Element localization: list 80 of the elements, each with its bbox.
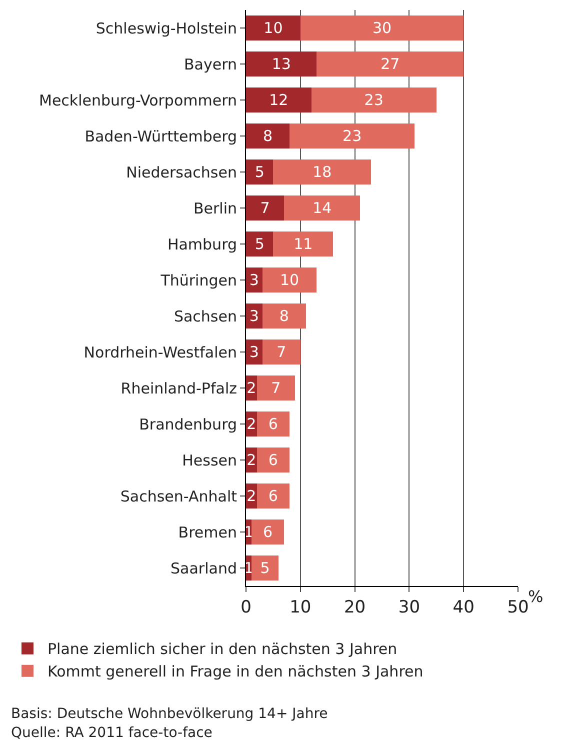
- data-label: 7: [260, 199, 270, 217]
- y-tick-label: Rheinland-Pfalz: [120, 379, 238, 398]
- x-tick-label: 50: [507, 597, 529, 618]
- bar: [246, 15, 300, 41]
- bar: [246, 87, 312, 113]
- bar: [256, 411, 290, 437]
- y-tick-label: Brandenburg: [139, 415, 237, 434]
- bar: [256, 447, 290, 473]
- data-label: 12: [269, 91, 288, 109]
- data-label: 18: [312, 163, 332, 181]
- data-label: 2: [246, 487, 256, 505]
- x-axis-title: %: [528, 587, 544, 606]
- data-label: 5: [260, 559, 270, 577]
- data-label: 6: [268, 451, 278, 469]
- data-label: 13: [272, 55, 291, 73]
- x-tick-label: 30: [398, 597, 420, 618]
- x-tick-label: 20: [344, 597, 366, 618]
- legend-label: Plane ziemlich sicher in den nächsten 3 Jahren: [47, 640, 398, 658]
- data-label: 7: [276, 343, 286, 361]
- y-tick-label: Sachsen-Anhalt: [120, 487, 238, 506]
- data-label: 11: [294, 235, 313, 253]
- data-label: 2: [246, 379, 256, 397]
- data-label: 2: [246, 415, 256, 433]
- y-tick-label: Sachsen: [174, 307, 237, 326]
- legend-label: Kommt generell in Frage in den nächsten 3 Jahren: [47, 662, 424, 681]
- data-label: 6: [262, 523, 273, 541]
- data-label: 2: [246, 451, 256, 469]
- source-note: Quelle: RA 2011 face-to-face: [11, 725, 212, 741]
- data-label: 30: [372, 19, 392, 37]
- data-label: 5: [254, 163, 264, 181]
- text: Basis: Deutsche Wohnbevölkerung 14+ Jahre: [11, 706, 328, 722]
- bar: [284, 195, 360, 221]
- y-tick-label: Niedersachsen: [126, 163, 237, 182]
- data-label: 6: [268, 415, 278, 433]
- bar: [311, 87, 436, 113]
- bar: [246, 195, 284, 221]
- y-tick-label: Thüringen: [160, 271, 237, 290]
- data-label: 10: [280, 271, 300, 289]
- x-tick-label: 10: [290, 597, 312, 618]
- bar: [256, 375, 295, 401]
- y-tick-label: Hessen: [182, 451, 237, 470]
- bar: [262, 339, 300, 365]
- y-tick-label: Schleswig-Holstein: [96, 19, 237, 38]
- y-tick-label: Mecklenburg-Vorpommern: [39, 91, 237, 110]
- y-tick-label: Saarland: [170, 559, 237, 578]
- bar: [273, 231, 334, 257]
- y-tick-label: Bayern: [184, 55, 237, 74]
- bar: [300, 15, 464, 41]
- data-label: 23: [364, 91, 384, 109]
- bar: [246, 51, 317, 77]
- bar: [316, 51, 464, 77]
- bar: [262, 303, 306, 329]
- data-label: 14: [312, 199, 332, 217]
- data-label: 10: [264, 19, 283, 37]
- data-label: 3: [249, 343, 259, 361]
- y-tick-label: Berlin: [193, 199, 237, 218]
- data-label: 5: [254, 235, 264, 253]
- data-label: 8: [279, 307, 289, 325]
- bar: [246, 123, 290, 149]
- bar: [246, 159, 274, 185]
- bar: [273, 159, 372, 185]
- data-label: 7: [271, 379, 281, 397]
- x-tick-label: 40: [452, 597, 474, 618]
- data-label: 6: [268, 487, 278, 505]
- bar: [251, 519, 284, 545]
- y-tick-label: Baden-Württemberg: [84, 127, 237, 146]
- x-tick-label: 0: [240, 597, 252, 618]
- data-label: 27: [380, 55, 400, 73]
- y-tick-label: Hamburg: [167, 235, 237, 254]
- bar: [251, 555, 279, 581]
- bar: [262, 267, 317, 293]
- bar: [290, 123, 415, 149]
- y-tick-label: Nordrhein-Westfalen: [84, 343, 237, 362]
- data-label: 8: [262, 127, 273, 145]
- data-label: 3: [249, 271, 259, 289]
- bar: [246, 231, 274, 257]
- y-tick-label: Bremen: [178, 523, 237, 542]
- data-label: 23: [342, 127, 362, 145]
- bar: [256, 483, 290, 509]
- data-label: 3: [249, 307, 259, 325]
